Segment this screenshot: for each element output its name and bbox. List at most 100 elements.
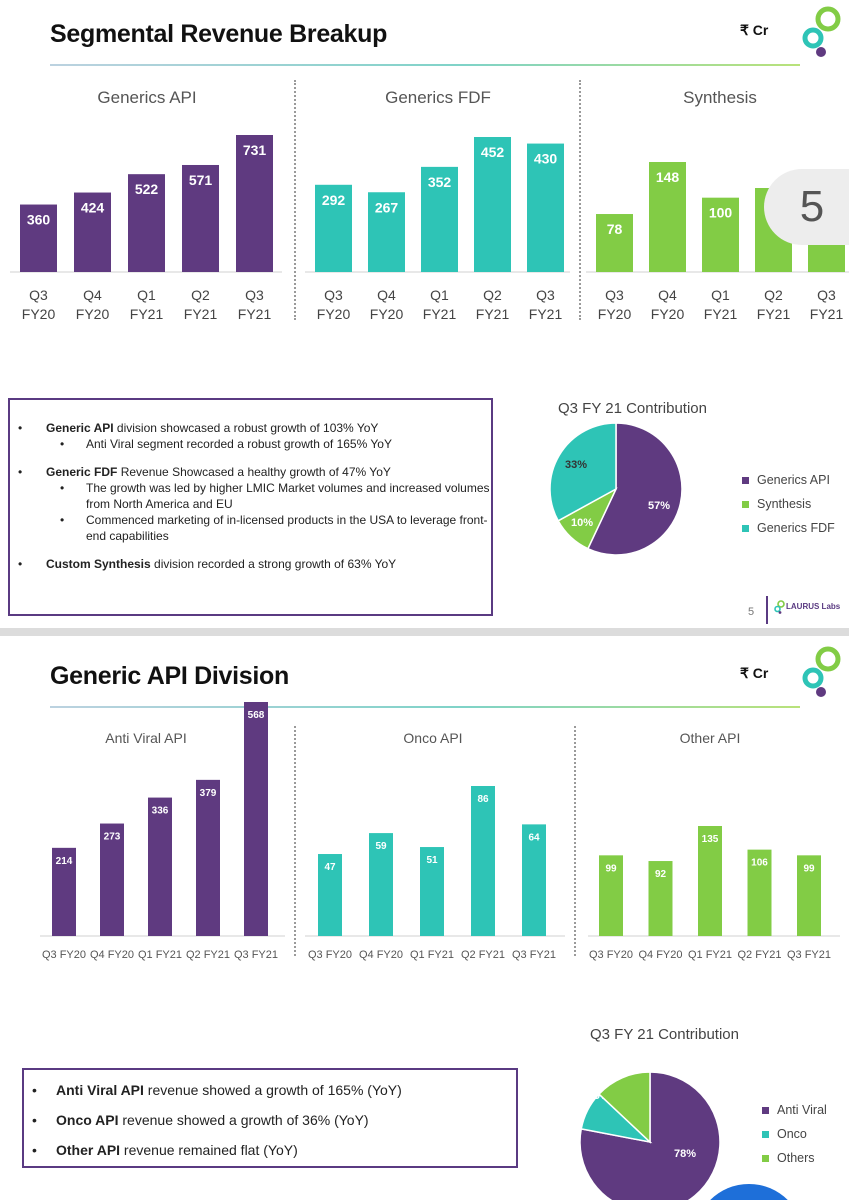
data-label: 452 [481,144,505,160]
highlights-list: Generic API division showcased a robust … [10,420,491,572]
bar [236,135,273,272]
highlights-list: Anti Viral API revenue showed a growth o… [24,1075,516,1165]
bar [244,702,268,936]
bar [599,855,623,936]
bar [100,823,124,936]
bullet-item: Generic API division showcased a robust … [10,420,491,436]
tick-label: Q4 FY20 [638,949,682,961]
legend-swatch [742,476,749,484]
bar [522,824,546,936]
data-label: 424 [81,200,105,216]
slide-segmental-revenue: Segmental Revenue Breakup ₹ Cr Generics … [0,0,849,628]
data-label: 571 [189,172,213,188]
tick-label: Q2 FY21 [757,287,791,322]
chart-title: Synthesis [683,88,757,107]
chart-title: Anti Viral API [105,730,186,746]
spacer [10,452,491,464]
pie-title: Q3 FY 21 Contribution [590,1026,739,1043]
data-label: 100 [709,205,733,221]
data-label: 135 [702,834,719,845]
data-label: 273 [104,832,121,843]
bar [420,847,444,936]
highlights-box: Generic API division showcased a robust … [8,398,493,616]
chart-divider [579,80,581,320]
brand-logo-icon [774,600,785,614]
tick-label: Q4 FY20 [651,287,685,322]
bullet-item: Anti Viral API revenue showed a growth o… [24,1075,516,1105]
brand-bar [766,596,768,624]
bar [74,192,111,272]
legend-label: Anti Viral [777,1103,827,1117]
tick-label: Q4 FY20 [76,287,110,322]
legend-swatch [762,1130,769,1138]
bar [318,854,342,936]
legend-label: Onco [777,1127,807,1141]
bullet-item: Onco API revenue showed a growth of 36% … [24,1105,516,1135]
slice-label: 13% [621,1064,643,1076]
tick-label: Q4 FY20 [359,949,403,961]
tick-label: Q1 FY21 [423,287,457,322]
tick-label: Q3 FY20 [317,287,351,322]
tick-label: Q1 FY21 [130,287,164,322]
slice-label: 10% [571,517,593,529]
data-label: 64 [528,832,540,843]
data-label: 99 [803,863,815,874]
tick-label: Q2 FY21 [186,949,230,961]
tick-label: Q3 FY20 [308,949,352,961]
slide-separator [0,628,849,636]
legend-label: Synthesis [757,497,812,511]
unit-label: ₹ Cr [740,665,769,681]
bar [474,137,511,272]
bar [52,847,76,936]
slide-number: 5 [748,606,755,618]
legend-item: Generics API [742,468,835,492]
bar [649,162,686,272]
bar [698,826,722,936]
tick-label: Q2 FY21 [737,949,781,961]
tick-label: Q1 FY21 [704,287,738,322]
tick-label: Q4 FY20 [370,287,404,322]
bar [369,833,393,936]
slide-title: Generic API Division [50,662,289,690]
tick-label: Q3 FY20 [598,287,632,322]
tick-label: Q3 FY21 [529,287,563,322]
slice-label: 78% [674,1148,696,1160]
tick-label: Q1 FY21 [138,949,182,961]
data-label: 731 [243,142,267,158]
bar [797,855,821,936]
data-label: 51 [426,855,438,866]
slice-label: 57% [648,500,670,512]
slide-title: Segmental Revenue Breakup [50,20,388,48]
legend-item: Generics FDF [742,516,835,540]
data-label: 106 [751,858,768,869]
slice-label: 33% [565,459,587,471]
chart-title: Other API [680,730,741,746]
pie-legend: Generics API Synthesis Generics FDF [742,468,835,540]
sub-bullet-item: Commenced marketing of in-licensed produ… [10,512,491,544]
chart-divider [294,80,296,320]
chart-divider [294,726,296,956]
legend-item: Anti Viral [762,1098,827,1122]
bar [421,166,458,272]
data-label: 214 [56,856,73,867]
tick-label: Q3 FY21 [787,949,831,961]
bar [471,786,495,936]
laurus-logo-icon [802,646,841,697]
pie-slice [549,422,617,522]
bar [196,779,220,936]
pie-slice [597,1071,651,1144]
legend-item: Onco [762,1122,827,1146]
tick-label: Q2 FY21 [461,949,505,961]
data-label: 336 [152,806,169,817]
bar [20,204,57,272]
title-underline [50,64,800,66]
bar [527,143,564,272]
spacer [10,544,491,556]
data-label: 78 [607,221,623,237]
bullet-item: Generic FDF Revenue Showcased a healthy … [10,464,491,480]
bar [128,174,165,272]
data-label: 352 [428,174,452,190]
data-label: 379 [200,788,217,799]
data-label: 92 [655,869,667,880]
bar [182,164,219,272]
